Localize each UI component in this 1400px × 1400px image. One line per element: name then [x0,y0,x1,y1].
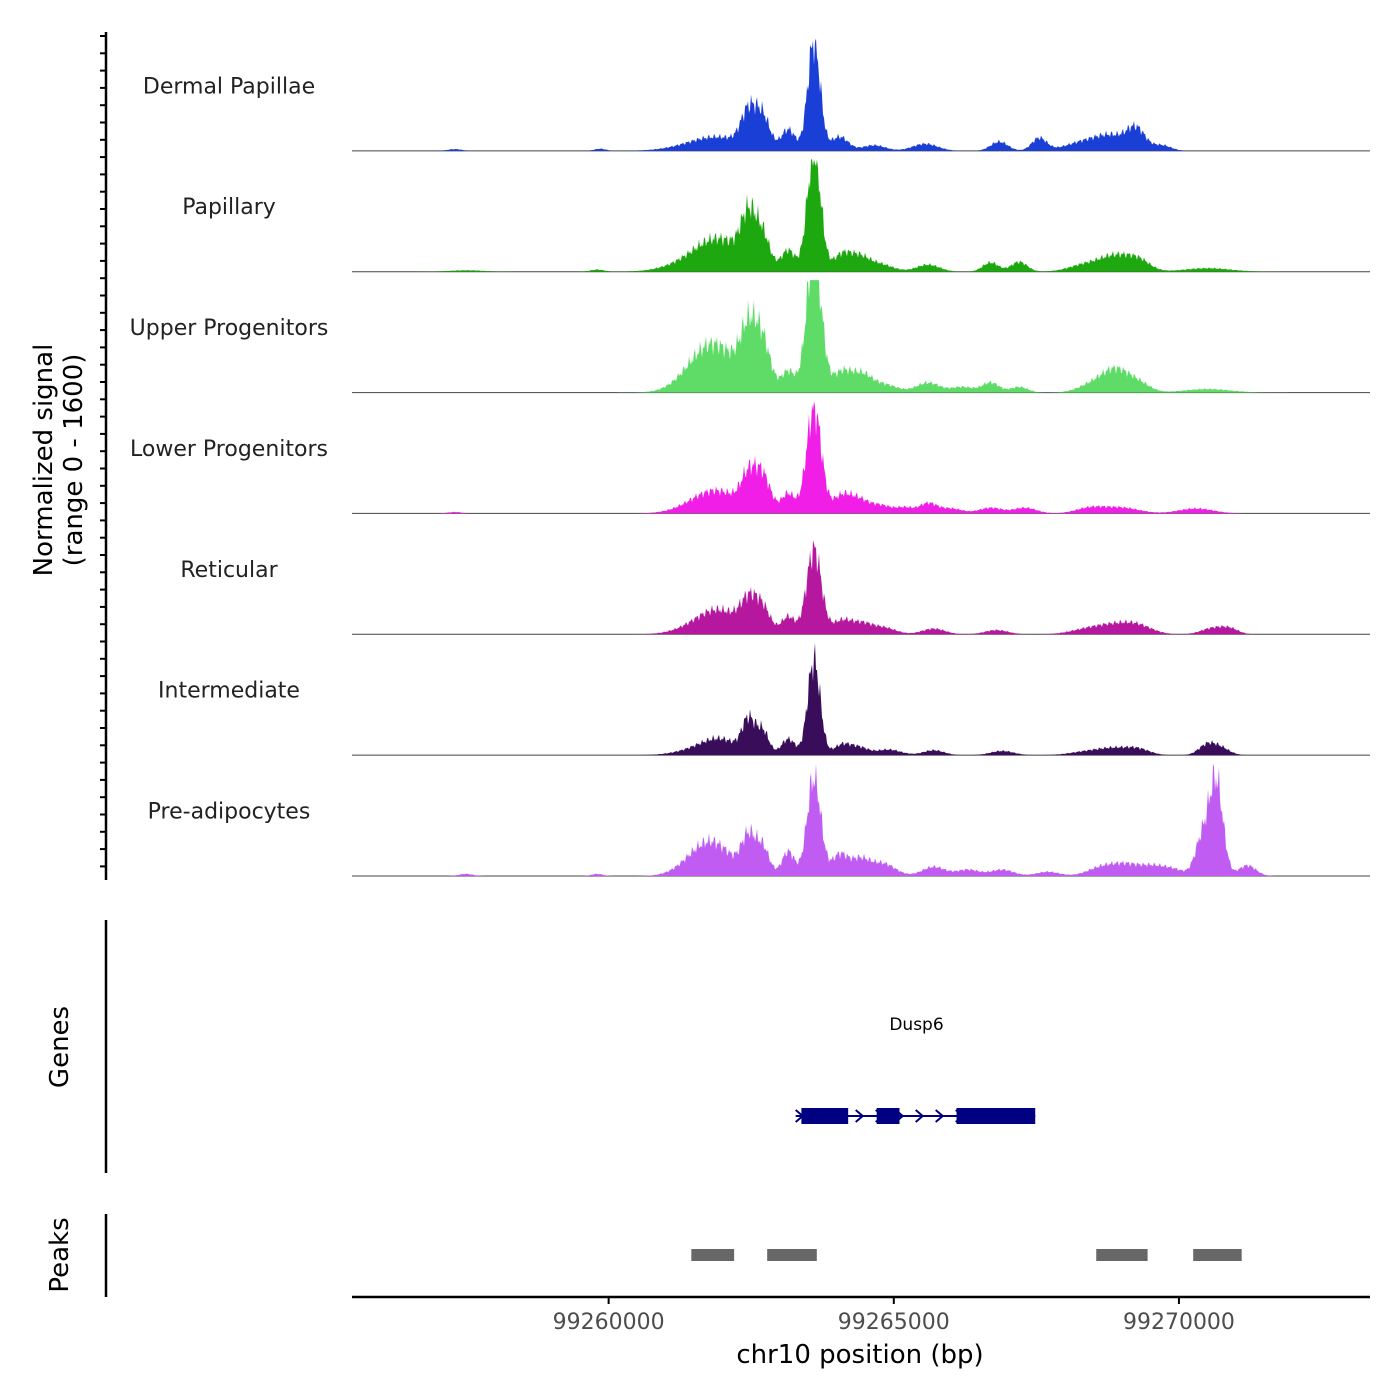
track-1: Papillary [182,159,1370,273]
genes-axis-title: Genes [45,1006,75,1088]
x-axis-ticks: 99260000 99265000 99270000 [553,1297,1235,1335]
peak-regions-track [691,1249,1242,1261]
track-label: Lower Progenitors [130,437,328,462]
track-3: Lower Progenitors [130,401,1370,514]
track-signal-area [352,763,1370,876]
gene-exon [956,1108,1036,1124]
gene-exon [801,1108,849,1124]
signal-tracks: Dermal Papillae Papillary Upper Progenitor… [130,38,1370,877]
peak-region-bar [1193,1249,1242,1261]
x-axis-title: chr10 position (bp) [736,1340,983,1370]
track-5: Intermediate [158,642,1370,756]
y-axis-title-line2: (range 0 - 1600) [59,354,89,567]
track-signal-area [352,401,1370,514]
gene-strand-arrow [935,1109,945,1123]
track-label: Reticular [180,558,278,583]
track-signal-area [352,280,1370,393]
peak-region-bar [767,1249,817,1261]
track-signal-area [352,540,1370,635]
x-tick-label: 99270000 [1123,1310,1235,1335]
track-6: Pre-adipocytes [148,763,1370,877]
genes-track: Dusp6 [795,1015,1036,1124]
y-axis-title-line1: Normalized signal [29,344,59,577]
track-label: Dermal Papillae [143,74,315,99]
gene-strand-arrow [915,1109,925,1123]
x-tick-label: 99260000 [553,1310,665,1335]
track-0: Dermal Papillae [143,38,1370,152]
signal-axis-ticks [100,35,106,868]
peak-region-bar [1096,1249,1148,1261]
track-label: Papillary [182,195,276,220]
track-label: Intermediate [158,679,300,704]
track-2: Upper Progenitors [130,280,1370,394]
track-label: Upper Progenitors [130,316,329,341]
gene-exon [876,1108,900,1124]
track-signal-area [352,642,1370,756]
track-4: Reticular [180,540,1370,635]
track-signal-area [352,38,1370,151]
peaks-axis-title: Peaks [45,1217,75,1292]
gene-strand-arrow [855,1109,865,1123]
track-label: Pre-adipocytes [148,800,311,825]
peak-region-bar [691,1249,735,1261]
gene-name-label: Dusp6 [889,1015,943,1035]
x-tick-label: 99265000 [838,1310,950,1335]
track-signal-area [352,159,1370,272]
